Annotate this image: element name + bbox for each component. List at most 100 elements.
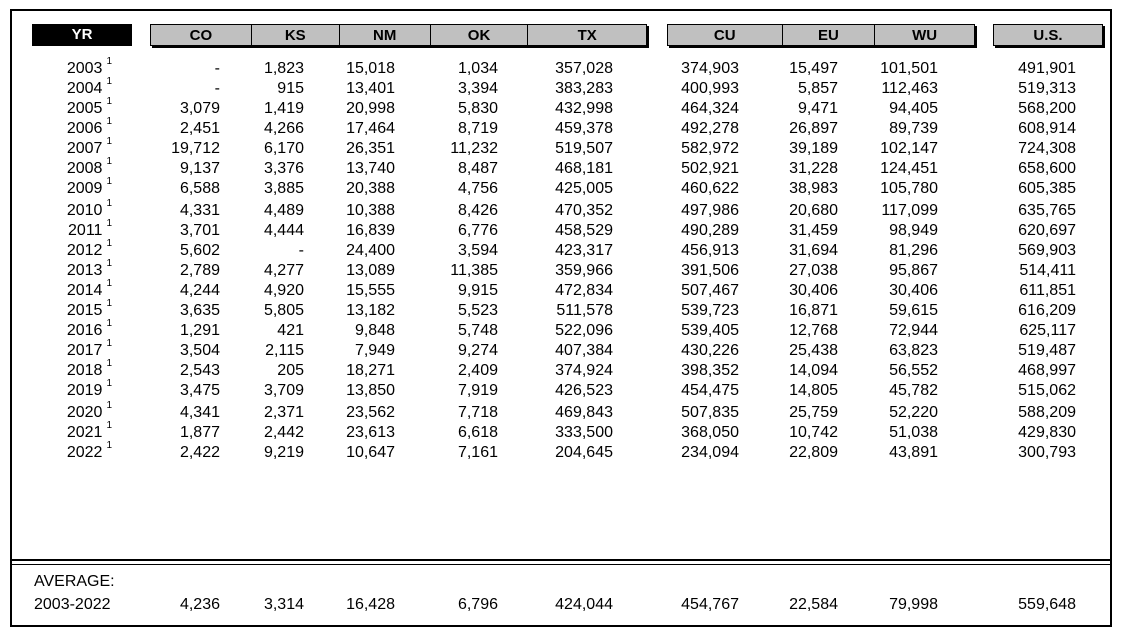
year-cell: 2006 1: [12, 116, 112, 139]
cell-us: 611,851: [1019, 282, 1076, 299]
cell-ok: 7,718: [457, 404, 498, 421]
cell-ks: 2,371: [263, 404, 304, 421]
year-cell: 2017 1: [12, 338, 112, 361]
cell-ks: 4,266: [263, 120, 304, 137]
cell-co: 5,602: [179, 242, 220, 259]
cell-eu: 39,189: [789, 140, 838, 157]
cell-nm: 24,400: [346, 242, 395, 259]
cell-ok: 8,719: [457, 120, 498, 137]
cell-co: 19,712: [171, 140, 220, 157]
footnote-mark: 1: [106, 358, 112, 369]
footnote-mark: 1: [106, 136, 112, 147]
cell-ks: -: [298, 242, 304, 259]
header-us: U.S.: [993, 24, 1103, 46]
cell-eu: 14,094: [789, 362, 838, 379]
cell-wu: 45,782: [889, 382, 938, 399]
footnote-mark: 1: [106, 420, 112, 431]
average-ks: 3,314: [263, 596, 304, 613]
cell-tx: 519,507: [555, 140, 613, 157]
cell-us: 635,765: [1018, 202, 1076, 219]
year-value: 2011: [68, 222, 103, 239]
footnote-mark: 1: [106, 218, 112, 229]
footnote-mark: 1: [106, 96, 112, 107]
table-row: 2016 1 1,291 421 9,848 5,748 522,096 539,405 12,…: [12, 318, 1114, 341]
cell-cu: 391,506: [681, 262, 739, 279]
year-value: 2016: [66, 322, 103, 339]
cell-eu: 25,759: [789, 404, 838, 421]
table-row: 2014 1 4,244 4,920 15,555 9,915 472,834 507,467…: [12, 278, 1114, 301]
cell-nm: 13,182: [346, 302, 395, 319]
cell-cu: 492,278: [681, 120, 739, 137]
cell-tx: 423,317: [555, 242, 613, 259]
cell-cu: 539,405: [681, 322, 739, 339]
table-row: 2004 1 - 915 13,401 3,394 383,283 400,993 5,857 1…: [12, 76, 1114, 99]
cell-nm: 13,401: [346, 80, 395, 97]
footnote-mark: 1: [106, 298, 112, 309]
cell-co: 2,451: [179, 120, 220, 137]
footnote-mark: 1: [106, 440, 112, 451]
cell-tx: 204,645: [555, 444, 613, 461]
year-value: 2019: [66, 382, 103, 399]
cell-ok: 7,161: [457, 444, 498, 461]
cell-us: 468,997: [1018, 362, 1076, 379]
year-value: 2006: [66, 120, 103, 137]
cell-tx: 432,998: [555, 100, 613, 117]
year-cell: 2003 1: [12, 56, 112, 79]
cell-nm: 20,998: [346, 100, 395, 117]
year-value: 2022: [66, 444, 103, 461]
year-cell: 2014 1: [12, 278, 112, 301]
table-row: 2012 1 5,602 - 24,400 3,594 423,317 456,913 31,6…: [12, 238, 1114, 261]
average-row: 2003-2022 4,236 3,314 16,428 6,796 424,044 45…: [12, 595, 1114, 615]
cell-ok: 6,618: [457, 424, 498, 441]
cell-tx: 425,005: [555, 180, 613, 197]
year-value: 2008: [66, 160, 103, 177]
year-value: 2020: [66, 404, 103, 421]
cell-eu: 15,497: [789, 60, 838, 77]
table-row: 2019 1 3,475 3,709 13,850 7,919 426,523 454,475…: [12, 378, 1114, 401]
cell-us: 605,385: [1018, 180, 1076, 197]
cell-ks: 2,442: [263, 424, 304, 441]
cell-us: 620,697: [1018, 222, 1076, 239]
cell-ok: 11,385: [450, 262, 498, 279]
cell-us: 616,209: [1018, 302, 1076, 319]
cell-nm: 26,351: [346, 140, 395, 157]
footnote-mark: 1: [106, 238, 112, 249]
cell-ks: 3,376: [263, 160, 304, 177]
footnote-mark: 1: [106, 176, 112, 187]
footnote-mark: 1: [106, 56, 112, 67]
cell-ks: 205: [277, 362, 304, 379]
year-value: 2021: [66, 424, 103, 441]
average-label: AVERAGE:: [34, 573, 115, 590]
year-cell: 2010 1: [12, 198, 112, 221]
year-cell: 2004 1: [12, 76, 112, 99]
cell-ks: 6,170: [263, 140, 304, 157]
cell-nm: 15,555: [346, 282, 395, 299]
cell-nm: 9,848: [354, 322, 395, 339]
cell-co: 9,137: [179, 160, 220, 177]
cell-nm: 13,089: [346, 262, 395, 279]
cell-ks: 915: [277, 80, 304, 97]
year-value: 2013: [66, 262, 103, 279]
divider-top: [12, 559, 1110, 561]
year-value: 2014: [66, 282, 103, 299]
cell-wu: 102,147: [880, 140, 938, 157]
cell-ok: 5,523: [457, 302, 498, 319]
footnote-mark: 1: [106, 156, 112, 167]
cell-co: 3,701: [179, 222, 220, 239]
cell-wu: 117,099: [881, 202, 938, 219]
cell-ks: 3,885: [263, 180, 304, 197]
header-yr: YR: [32, 24, 132, 46]
cell-us: 568,200: [1018, 100, 1076, 117]
cell-cu: 502,921: [681, 160, 739, 177]
cell-wu: 81,296: [889, 242, 938, 259]
cell-ok: 9,274: [457, 342, 498, 359]
cell-us: 608,914: [1018, 120, 1076, 137]
footnote-mark: 1: [106, 378, 112, 389]
cell-co: 1,877: [179, 424, 220, 441]
table-row: 2018 1 2,543 205 18,271 2,409 374,924 398,352 14…: [12, 358, 1114, 381]
cell-eu: 26,897: [789, 120, 838, 137]
table-row: 2003 1 - 1,823 15,018 1,034 357,028 374,903 15,4…: [12, 56, 1114, 79]
cell-cu: 398,352: [681, 362, 739, 379]
header-nm: NM: [338, 25, 430, 45]
cell-cu: 464,324: [681, 100, 739, 117]
